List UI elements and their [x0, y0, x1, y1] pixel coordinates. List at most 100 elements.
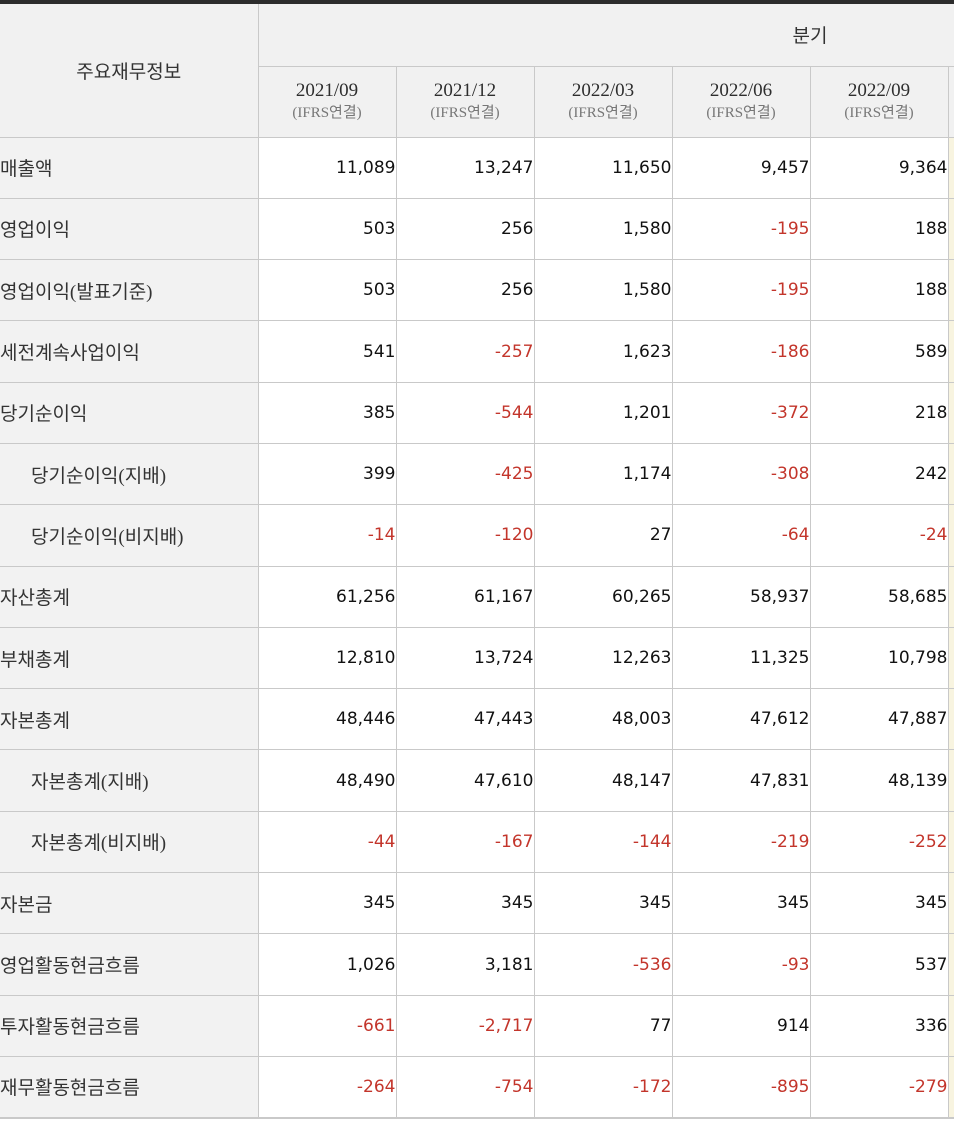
cell-value: 503 — [257, 197, 397, 261]
cell-value: 3,181 — [395, 933, 535, 996]
cell-value: -754 — [395, 1055, 535, 1119]
table-row: 매출액 11,089 13,247 11,650 9,457 9,364 — [0, 136, 954, 199]
cell-value: 10,798 — [809, 626, 949, 690]
row-label: 영업이익 — [0, 197, 259, 261]
table-header: 주요재무정보 분기 2021/09 (IFRS연결) 2021/12 (IFRS연결)… — [0, 4, 954, 138]
cell-value — [947, 810, 954, 874]
column-period: 2022/03 — [571, 80, 635, 102]
cell-value: -44 — [257, 810, 397, 874]
row-label: 자본총계 — [0, 688, 259, 751]
cell-value: 345 — [533, 872, 673, 935]
row-label: 매출액 — [0, 136, 259, 199]
table-row: 당기순이익(지배) 399 -425 1,174 -308 242 — [0, 442, 954, 506]
cell-value: 9,364 — [809, 136, 949, 199]
corner-header-label: 주요재무정보 — [0, 4, 259, 138]
cell-value: 58,685 — [809, 565, 949, 628]
table-row: 투자활동현금흐름 -661 -2,717 77 914 336 — [0, 994, 954, 1057]
cell-value: 61,256 — [257, 565, 397, 628]
cell-value: 58,937 — [671, 565, 811, 628]
quarterly-financials-table: 주요재무정보 분기 2021/09 (IFRS연결) 2021/12 (IFRS연결)… — [0, 4, 954, 1119]
cell-value: -167 — [395, 810, 535, 874]
cell-value: -120 — [395, 504, 535, 567]
cell-value: -144 — [533, 810, 673, 874]
table-row: 부채총계 12,810 13,724 12,263 11,325 10,798 — [0, 626, 954, 690]
cell-value: -14 — [257, 504, 397, 567]
row-label: 자산총계 — [0, 565, 259, 628]
table-row: 자산총계 61,256 61,167 60,265 58,937 58,685 — [0, 565, 954, 628]
cell-value — [947, 749, 954, 812]
cell-value — [947, 994, 954, 1057]
cell-value: -195 — [671, 259, 811, 322]
cell-value: 256 — [395, 197, 535, 261]
cell-value: 48,446 — [257, 688, 397, 751]
cell-value: 1,580 — [533, 197, 673, 261]
cell-value: 218 — [809, 381, 949, 444]
cell-value: 47,831 — [671, 749, 811, 812]
cell-value — [947, 259, 954, 322]
cell-value — [947, 872, 954, 935]
cell-value: -264 — [257, 1055, 397, 1119]
cell-value: 914 — [671, 994, 811, 1057]
cell-value: -186 — [671, 320, 811, 383]
cell-value: 589 — [809, 320, 949, 383]
cell-value — [947, 626, 954, 690]
cell-value: 13,724 — [395, 626, 535, 690]
cell-value: -661 — [257, 994, 397, 1057]
cell-value: 345 — [809, 872, 949, 935]
column-header: 2022/03 (IFRS연결) — [533, 65, 673, 138]
cell-value: 48,139 — [809, 749, 949, 812]
cell-value: -544 — [395, 381, 535, 444]
cell-value: 503 — [257, 259, 397, 322]
column-period: 2022/06 — [709, 80, 773, 102]
cell-value: 541 — [257, 320, 397, 383]
cell-value: -219 — [671, 810, 811, 874]
cell-value — [947, 1055, 954, 1119]
table-row: 영업이익 503 256 1,580 -195 188 — [0, 197, 954, 261]
period-header-row: 2021/09 (IFRS연결) 2021/12 (IFRS연결) 2022/03 (IF… — [0, 65, 954, 138]
column-standard: (IFRS연결) — [292, 105, 362, 122]
column-header-clipped — [947, 65, 954, 138]
cell-value: 47,887 — [809, 688, 949, 751]
table-top-border — [0, 0, 954, 4]
cell-value: 336 — [809, 994, 949, 1057]
column-standard: (IFRS연결) — [706, 105, 776, 122]
column-standard: (IFRS연결) — [568, 105, 638, 122]
cell-value: -308 — [671, 442, 811, 506]
cell-value — [947, 320, 954, 383]
cell-value — [947, 136, 954, 199]
cell-value: 537 — [809, 933, 949, 996]
cell-value: -64 — [671, 504, 811, 567]
cell-value — [947, 688, 954, 751]
cell-value: 12,263 — [533, 626, 673, 690]
row-label: 영업활동현금흐름 — [0, 933, 259, 996]
cell-value: -425 — [395, 442, 535, 506]
column-header: 2021/09 (IFRS연결) — [258, 65, 397, 138]
table-row: 당기순이익(비지배) -14 -120 27 -64 -24 — [0, 504, 954, 567]
column-period: 2021/12 — [433, 80, 497, 102]
row-label: 영업이익(발표기준) — [0, 259, 259, 322]
column-header: 2021/12 (IFRS연결) — [395, 65, 535, 138]
cell-value: 242 — [809, 442, 949, 506]
cell-value: 399 — [257, 442, 397, 506]
table-row: 당기순이익 385 -544 1,201 -372 218 — [0, 381, 954, 444]
cell-value: 345 — [671, 872, 811, 935]
table-row: 자본총계(비지배) -44 -167 -144 -219 -252 — [0, 810, 954, 874]
row-label: 부채총계 — [0, 626, 259, 690]
row-label: 당기순이익(비지배) — [0, 504, 259, 567]
cell-value: 1,580 — [533, 259, 673, 322]
table-row: 영업활동현금흐름 1,026 3,181 -536 -93 537 — [0, 933, 954, 996]
cell-value: 188 — [809, 259, 949, 322]
column-period: 2022/09 — [847, 80, 911, 102]
cell-value: 47,610 — [395, 749, 535, 812]
cell-value: 256 — [395, 259, 535, 322]
cell-value: 11,325 — [671, 626, 811, 690]
table-row: 자본총계(지배) 48,490 47,610 48,147 47,831 48,139 — [0, 749, 954, 812]
cell-value: 1,201 — [533, 381, 673, 444]
cell-value: 11,089 — [257, 136, 397, 199]
cell-value: -536 — [533, 933, 673, 996]
cell-value: -2,717 — [395, 994, 535, 1057]
cell-value: -895 — [671, 1055, 811, 1119]
cell-value: 60,265 — [533, 565, 673, 628]
cell-value: 48,003 — [533, 688, 673, 751]
